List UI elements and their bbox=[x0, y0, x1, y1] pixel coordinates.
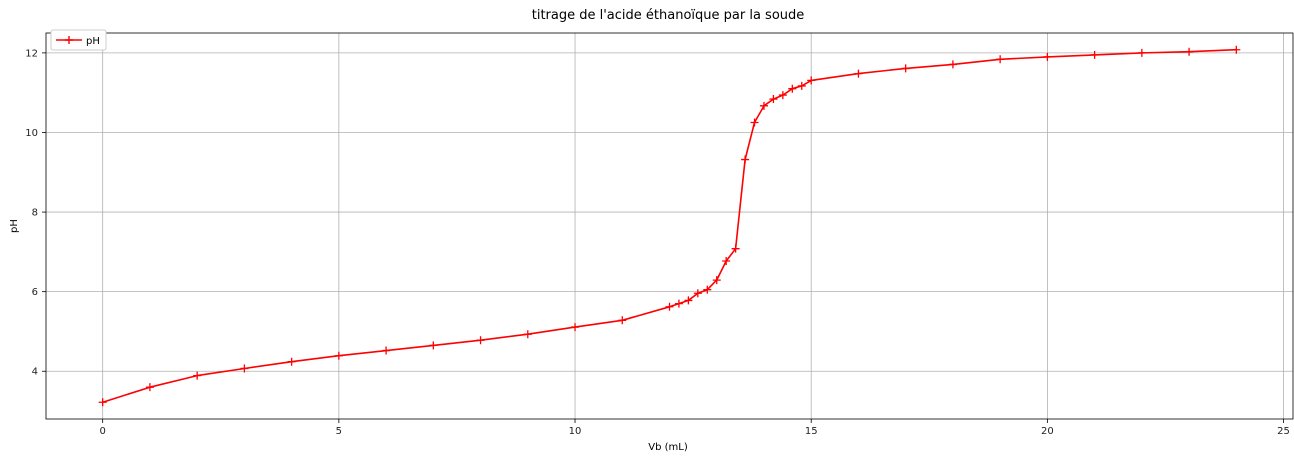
data-point bbox=[193, 371, 202, 380]
plot-frame bbox=[45, 32, 1294, 420]
y-tick-label: 12 bbox=[25, 48, 38, 59]
data-point bbox=[712, 276, 721, 285]
y-tick-label: 8 bbox=[32, 208, 38, 219]
data-point bbox=[240, 364, 249, 373]
data-point bbox=[1137, 48, 1146, 57]
x-tick-label: 5 bbox=[336, 426, 342, 437]
data-point bbox=[618, 316, 627, 325]
chart-title: titrage de l'acide éthanoïque par la sou… bbox=[532, 8, 805, 23]
data-point bbox=[722, 257, 731, 266]
data-point bbox=[665, 302, 674, 311]
data-point bbox=[788, 84, 797, 93]
data-point bbox=[429, 341, 438, 350]
data-point bbox=[759, 101, 768, 110]
data-point bbox=[382, 346, 391, 355]
data-point bbox=[674, 299, 683, 308]
data-point bbox=[571, 323, 580, 332]
series-layer bbox=[98, 45, 1241, 407]
y-tick-label: 6 bbox=[32, 287, 38, 298]
legend-label: pH bbox=[86, 36, 100, 47]
x-axis-label: Vb (mL) bbox=[648, 442, 688, 453]
data-point bbox=[523, 330, 532, 339]
series-line-ph bbox=[102, 48, 1237, 404]
data-point bbox=[769, 95, 778, 104]
data-point bbox=[684, 296, 693, 305]
data-point bbox=[98, 398, 107, 407]
data-point bbox=[741, 155, 750, 164]
legend-marker bbox=[65, 36, 73, 44]
data-point bbox=[334, 351, 343, 360]
data-point bbox=[476, 336, 485, 345]
x-tick-label: 10 bbox=[569, 426, 582, 437]
data-point bbox=[1232, 45, 1241, 54]
data-point bbox=[948, 60, 957, 69]
y-axis-label: pH bbox=[9, 219, 20, 233]
x-tick-label: 25 bbox=[1277, 426, 1290, 437]
x-tick-label: 15 bbox=[805, 426, 818, 437]
data-point bbox=[287, 357, 296, 366]
data-point bbox=[703, 285, 712, 294]
y-tick-label: 10 bbox=[25, 128, 38, 139]
data-point bbox=[693, 289, 702, 298]
data-point bbox=[807, 76, 816, 85]
data-point bbox=[996, 55, 1005, 64]
data-point bbox=[901, 64, 910, 73]
tick-layer: 0 5 10 15 20 25 4 6 8 10 12 bbox=[25, 48, 1290, 437]
data-point bbox=[1043, 52, 1052, 61]
data-point bbox=[778, 91, 787, 100]
data-point bbox=[854, 69, 863, 78]
data-point bbox=[731, 244, 740, 253]
data-point bbox=[797, 81, 806, 90]
legend: pH bbox=[50, 29, 107, 51]
x-tick-label: 0 bbox=[99, 426, 105, 437]
data-point bbox=[145, 383, 154, 392]
data-point bbox=[1090, 50, 1099, 59]
grid-layer bbox=[46, 33, 1293, 419]
data-point bbox=[750, 118, 759, 127]
data-point bbox=[1185, 47, 1194, 56]
y-tick-label: 4 bbox=[32, 367, 38, 378]
x-tick-label: 20 bbox=[1041, 426, 1054, 437]
